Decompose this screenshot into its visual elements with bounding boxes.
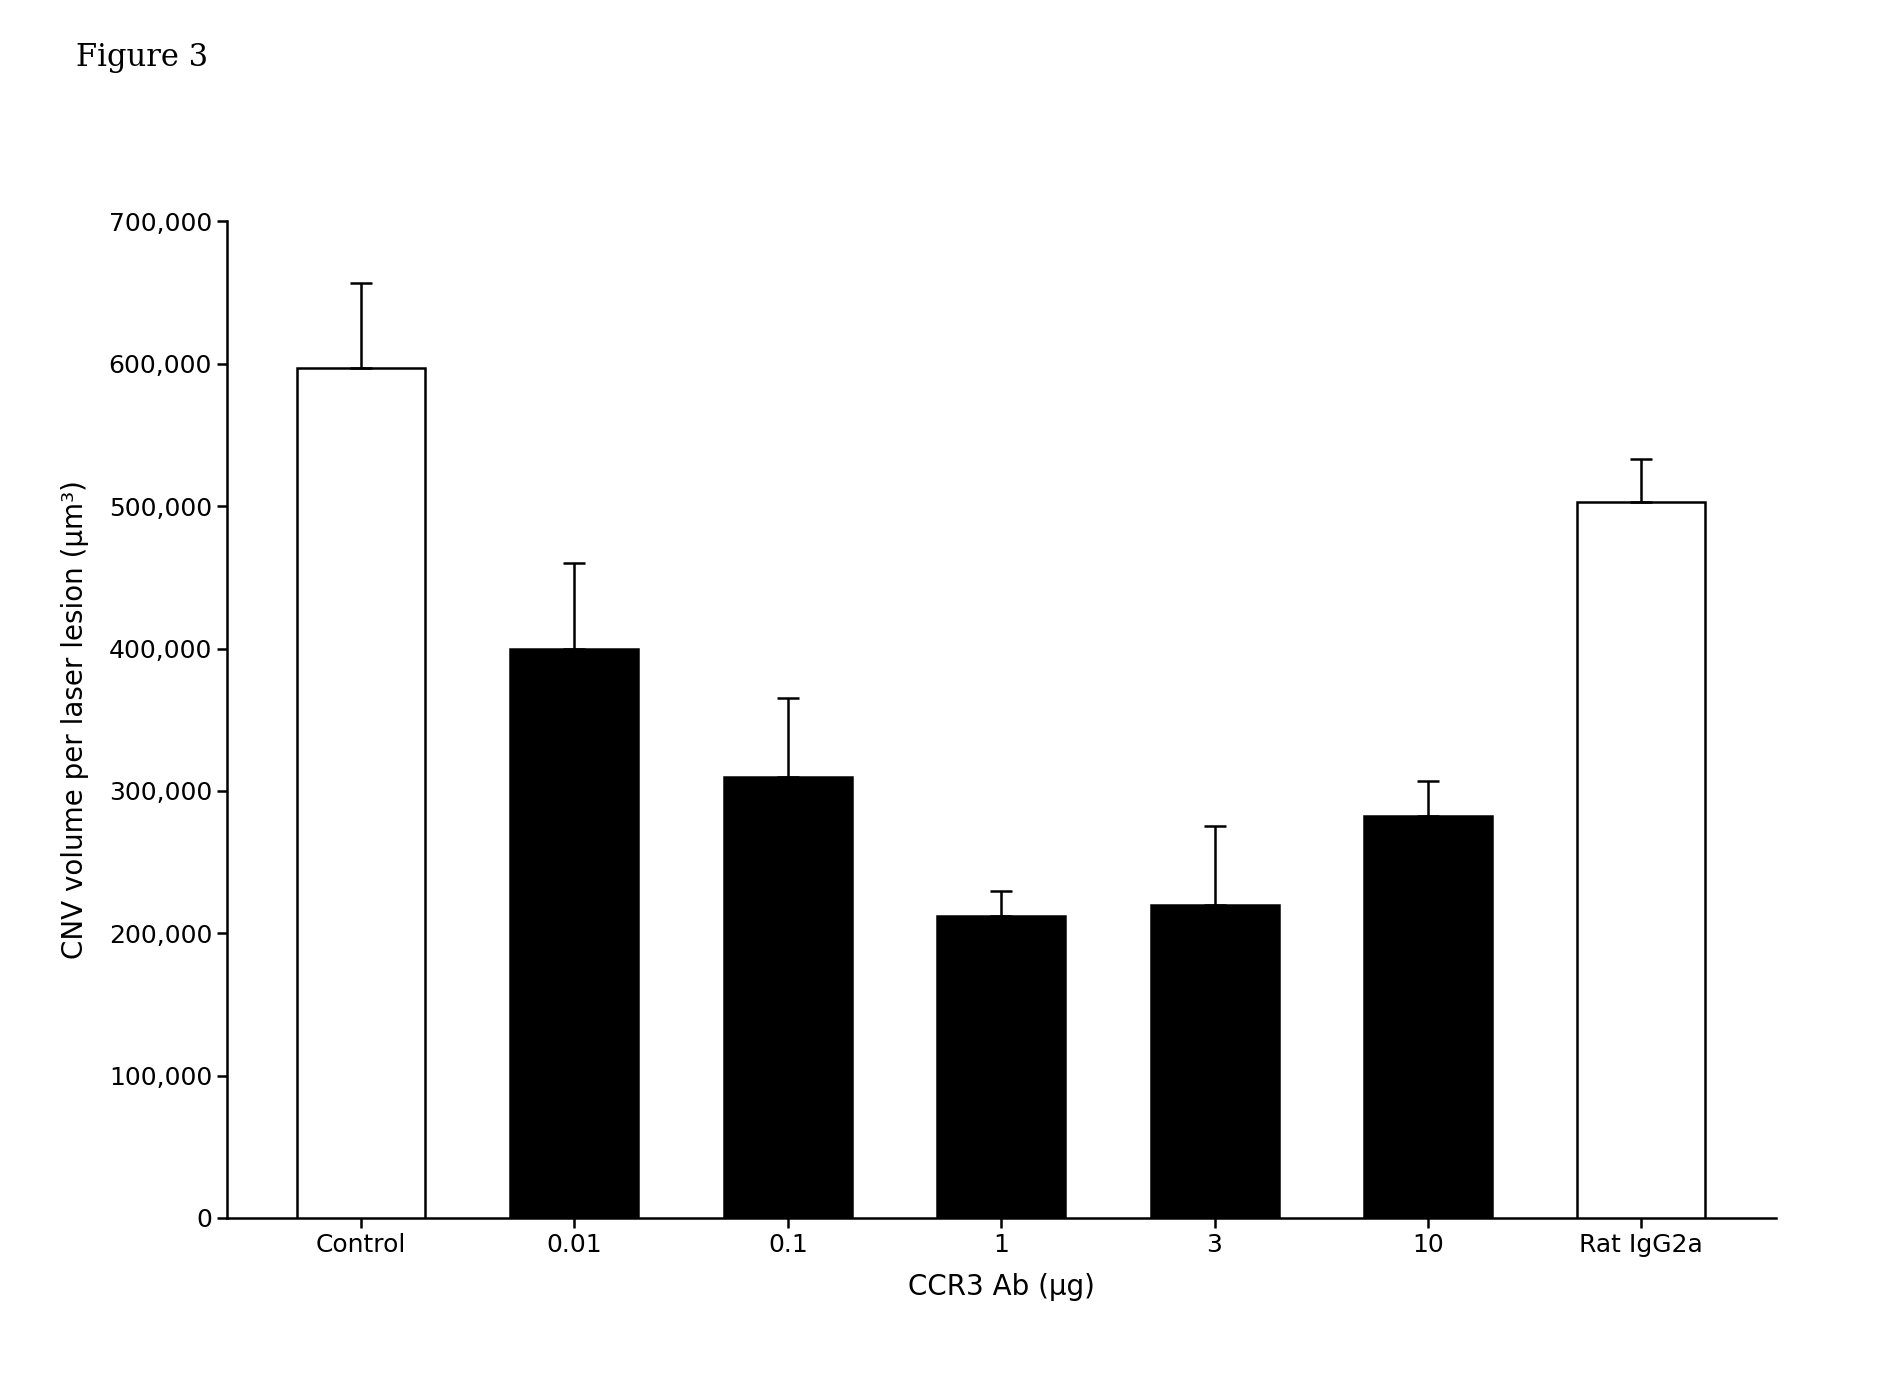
Bar — [937, 916, 1065, 1218]
Bar — [510, 649, 638, 1218]
Bar — [723, 776, 852, 1218]
Bar — [1364, 817, 1492, 1218]
Text: Figure 3: Figure 3 — [76, 42, 208, 72]
X-axis label: CCR3 Ab (μg): CCR3 Ab (μg) — [909, 1273, 1094, 1301]
Bar — [297, 368, 425, 1218]
Bar — [1150, 905, 1279, 1218]
Bar — [1577, 502, 1706, 1218]
Y-axis label: CNV volume per laser lesion (μm³): CNV volume per laser lesion (μm³) — [60, 480, 89, 959]
